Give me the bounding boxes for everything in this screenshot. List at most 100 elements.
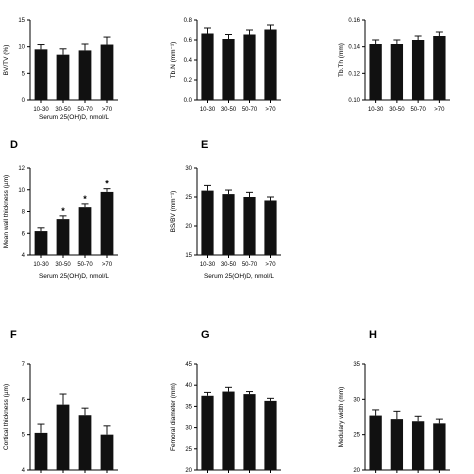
chart-4-significance-star: * (105, 179, 109, 189)
chart-6-bar-3 (78, 415, 92, 470)
chart-5-xtick-label: 50-70 (242, 262, 258, 268)
chart-8-y-axis-label: Medulary width (mm) (338, 387, 345, 448)
chart-8-ytick-label: 25 (353, 433, 360, 439)
chart-2-xtick-label: 10-30 (200, 107, 216, 113)
chart-7-panel-letter: G (201, 329, 210, 341)
chart-1-ytick-label: 0 (22, 98, 26, 104)
chart-1-xtick-label: 10-30 (33, 107, 49, 113)
chart-4-xtick-label: >70 (102, 262, 113, 268)
chart-5-bar-4 (264, 200, 277, 255)
chart-1-ytick-label: 10 (18, 45, 25, 51)
chart-1-ytick-label: 5 (22, 71, 26, 77)
chart-4-xtick-label: 30-50 (55, 262, 71, 268)
chart-3-ytick-label: 0.10 (348, 98, 360, 104)
chart-1-bar-4 (100, 44, 114, 100)
chart-7-bar-4 (264, 400, 277, 470)
chart-6-bar-4 (100, 434, 114, 470)
chart-3-ytick-label: 0.12 (348, 71, 360, 77)
chart-5-bar-1 (201, 190, 214, 255)
chart-5-bar-2 (222, 194, 235, 255)
chart-1-x-axis-label: Serum 25(OH)D, nmol/L (39, 114, 109, 121)
chart-6-ytick-label: 5 (22, 433, 26, 439)
chart-3-xtick-label: >70 (434, 107, 445, 113)
chart-4-y-axis-label: Mean wall thickness (µm) (3, 175, 10, 248)
chart-7-bar-1 (201, 395, 214, 470)
chart-5-ytick-label: 15 (185, 253, 192, 259)
chart-3-y-axis-label: Tb.Th (mm) (338, 43, 345, 77)
chart-2-ytick-label: 0.0 (184, 98, 193, 104)
chart-7-ytick-label: 30 (185, 426, 192, 432)
chart-3-xtick-label: 50-70 (410, 107, 426, 113)
chart-4-panel-letter: D (10, 139, 18, 151)
chart-7-ytick-label: 45 (185, 362, 192, 368)
chart-6-y-axis-label: Cortical thickness (µm) (3, 384, 10, 450)
chart-7-ytick-label: 35 (185, 404, 192, 410)
chart-4-significance-star: * (83, 194, 87, 204)
chart-5-y-axis-label: BS/BV (mm⁻¹) (170, 191, 177, 233)
chart-5-xtick-label: 10-30 (200, 262, 216, 268)
chart-2-ytick-label: 0.2 (184, 78, 193, 84)
chart-1-y-axis-label: BV/TV (%) (3, 45, 10, 76)
chart-2-bar-2 (222, 39, 235, 100)
chart-1-xtick-label: 30-50 (55, 107, 71, 113)
chart-1-bar-1 (34, 49, 48, 100)
chart-3-ytick-label: 0.14 (348, 45, 360, 51)
chart-2-bar-3 (243, 34, 256, 100)
chart-8-bar-1 (369, 415, 382, 470)
chart-1-bar-3 (78, 50, 92, 100)
chart-5-bar-3 (243, 197, 256, 255)
chart-7-bar-2 (222, 391, 235, 470)
chart-4-xtick-label: 10-30 (33, 262, 49, 268)
chart-3-xtick-label: 30-50 (389, 107, 405, 113)
chart-3-bar-2 (390, 44, 404, 100)
chart-6-ytick-label: 4 (22, 468, 26, 474)
chart-5-xtick-label: >70 (265, 262, 276, 268)
chart-5-ytick-label: 25 (185, 195, 192, 201)
chart-4-ytick-label: 4 (22, 253, 26, 259)
chart-3-bar-4 (433, 36, 446, 100)
chart-5-xtick-label: 30-50 (221, 262, 237, 268)
chart-7-y-axis-label: Femoral diameter (mm) (170, 383, 177, 451)
chart-3-bar-1 (369, 44, 382, 100)
chart-4-bar-4 (100, 191, 114, 255)
chart-8-bar-3 (411, 421, 425, 470)
chart-5-ytick-label: 30 (185, 166, 192, 172)
chart-2-y-axis-label: Tb.N (mm⁻¹) (170, 42, 177, 79)
chart-1-xtick-label: 50-70 (77, 107, 93, 113)
chart-1-ytick-label: 15 (18, 18, 25, 24)
chart-8-ytick-label: 30 (353, 397, 360, 403)
chart-5-x-axis-label: Serum 25(OH)D, nmol/L (204, 273, 274, 280)
chart-2-ytick-label: 0.4 (184, 58, 193, 64)
chart-2-bar-4 (264, 29, 277, 100)
chart-4-bar-1 (34, 231, 48, 255)
chart-6-ytick-label: 7 (22, 362, 26, 368)
chart-8-ytick-label: 20 (353, 468, 360, 474)
chart-6-ytick-label: 6 (22, 397, 26, 403)
chart-4-significance-star: * (61, 206, 65, 216)
chart-2-xtick-label: 30-50 (221, 107, 237, 113)
chart-5-ytick-label: 20 (185, 224, 192, 230)
chart-6-panel-letter: F (10, 329, 17, 341)
chart-6-bar-1 (34, 432, 48, 470)
chart-4-ytick-label: 8 (22, 210, 26, 216)
chart-3-xtick-label: 10-30 (368, 107, 384, 113)
chart-2-xtick-label: >70 (265, 107, 276, 113)
chart-2-ytick-label: 0.6 (184, 38, 193, 44)
chart-5-panel-letter: E (201, 139, 208, 151)
chart-1-xtick-label: >70 (102, 107, 113, 113)
chart-4-xtick-label: 50-70 (77, 262, 93, 268)
chart-2-bar-1 (201, 33, 214, 100)
chart-3-ytick-label: 0.16 (348, 18, 360, 24)
chart-4-ytick-label: 6 (22, 231, 26, 237)
chart-2-xtick-label: 50-70 (242, 107, 258, 113)
chart-4-x-axis-label: Serum 25(OH)D, nmol/L (39, 273, 109, 280)
chart-3-bar-3 (411, 40, 425, 100)
chart-8-bar-2 (390, 419, 404, 470)
chart-4-bar-3 (78, 207, 92, 255)
chart-8-panel-letter: H (369, 329, 377, 341)
chart-8-ytick-label: 35 (353, 362, 360, 368)
chart-7-bar-3 (243, 394, 256, 470)
chart-1-bar-2 (56, 54, 70, 100)
chart-8-bar-4 (433, 423, 446, 470)
